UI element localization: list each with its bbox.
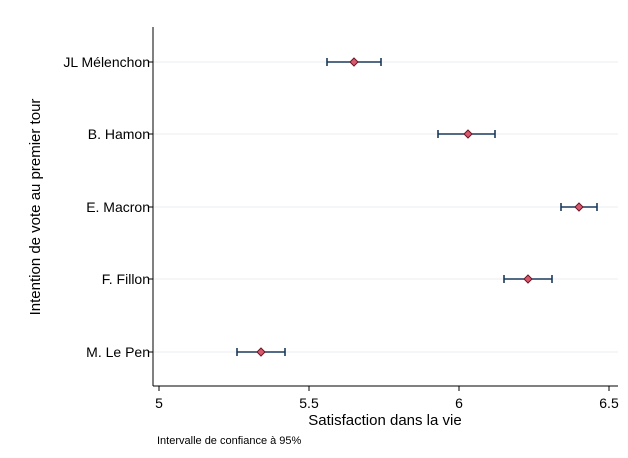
y-axis-title: Intention de vote au premier tour [27,99,44,316]
y-tick-label: B. Hamon [88,126,150,142]
y-tick-label: F. Fillon [102,271,150,287]
y-tick-label: E. Macron [86,199,150,215]
gridlines [153,61,618,353]
point-marker [256,347,266,357]
x-tick-label: 5 [155,395,163,411]
point-marker [574,202,584,212]
x-tick-label: 6 [455,395,463,411]
y-tick-label: M. Le Pen [86,344,150,360]
point-markers [256,57,584,357]
x-tick-label: 5.5 [299,395,319,411]
point-marker [463,129,473,139]
y-ticks: JL Mélenchon B. Hamon E. Macron F. Fillon M.… [63,54,153,360]
x-ticks: 5 5.5 6 6.5 [155,386,619,411]
y-tick-label: JL Mélenchon [63,54,150,70]
point-marker [523,274,533,284]
chart-note: Intervalle de confiance à 95% [157,435,302,447]
x-axis-title: Satisfaction dans la vie [308,412,461,429]
x-tick-label: 6.5 [599,395,619,411]
point-marker [349,57,359,67]
